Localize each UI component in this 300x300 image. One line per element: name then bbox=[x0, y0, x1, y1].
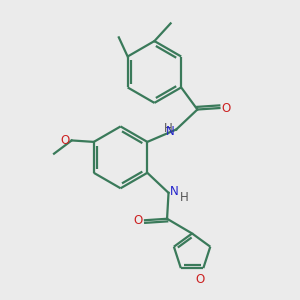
Text: H: H bbox=[180, 191, 188, 204]
Text: O: O bbox=[60, 134, 69, 147]
Text: N: N bbox=[166, 124, 175, 137]
Text: H: H bbox=[164, 122, 172, 135]
Text: N: N bbox=[170, 185, 178, 198]
Text: O: O bbox=[134, 214, 142, 227]
Text: O: O bbox=[222, 101, 231, 115]
Text: O: O bbox=[195, 273, 204, 286]
